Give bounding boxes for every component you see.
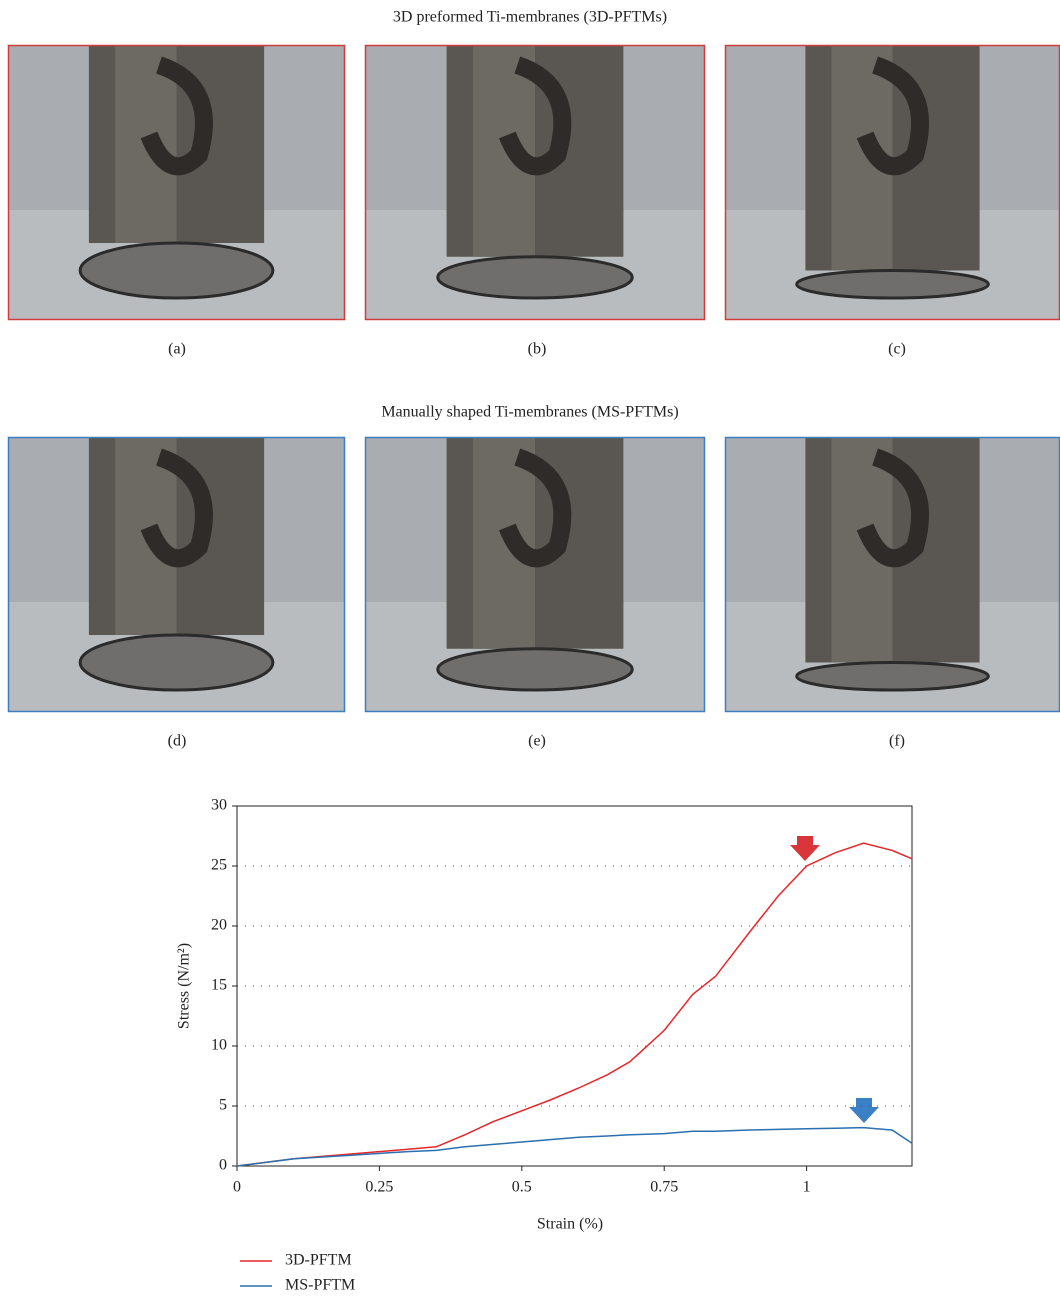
x-tick-label: 0 (233, 1179, 241, 1196)
marking (856, 56, 930, 176)
y-tick-label: 5 (219, 1097, 227, 1114)
plot-frame (236, 805, 913, 1167)
row-title: Manually shaped Ti-membranes (MS-PFTMs) (381, 404, 678, 421)
panel-label: (c) (888, 341, 906, 358)
peak-arrow (790, 836, 820, 861)
photo-border (364, 436, 706, 713)
marking (140, 448, 213, 568)
photo (364, 44, 706, 321)
panel-label: (f) (889, 733, 905, 750)
panel-label: (b) (528, 341, 547, 358)
panel-label: (a) (168, 341, 186, 358)
membrane (78, 633, 275, 692)
marking (140, 56, 213, 176)
panel-label: (e) (528, 733, 546, 750)
x-axis-label: Strain (%) (537, 1216, 603, 1233)
membrane (795, 269, 990, 300)
photo (7, 44, 346, 321)
y-tick-label: 10 (211, 1037, 227, 1054)
y-tick-label: 0 (219, 1157, 227, 1174)
photo (724, 44, 1060, 321)
legend-label: MS-PFTM (285, 1277, 355, 1294)
photo-border (7, 44, 346, 321)
x-tick-label: 0.25 (365, 1179, 393, 1196)
marking (856, 448, 930, 568)
row-title: 3D preformed Ti-membranes (3D-PFTMs) (393, 9, 667, 26)
photo-border (7, 436, 346, 713)
panel-label: (d) (168, 733, 187, 750)
y-tick-label: 20 (211, 917, 227, 934)
y-tick-label: 25 (211, 857, 227, 874)
photo-border (364, 44, 706, 321)
series-line (236, 1126, 913, 1167)
membrane (78, 241, 275, 300)
y-tick-label: 30 (211, 797, 227, 814)
y-tick-label: 15 (211, 977, 227, 994)
membrane (436, 647, 634, 692)
x-tick-label: 0.75 (650, 1179, 678, 1196)
x-tick-label: 1 (803, 1179, 811, 1196)
marking (498, 448, 572, 568)
photo (7, 436, 346, 713)
peak-arrow (849, 1098, 879, 1123)
membrane (436, 255, 634, 300)
marking (498, 56, 572, 176)
series-line (236, 842, 913, 1167)
photo (364, 436, 706, 713)
x-tick-label: 0.5 (512, 1179, 532, 1196)
legend-label: 3D-PFTM (285, 1252, 352, 1269)
photo (724, 436, 1060, 713)
y-axis-label: Stress (N/m²) (176, 943, 193, 1029)
membrane (795, 661, 990, 692)
